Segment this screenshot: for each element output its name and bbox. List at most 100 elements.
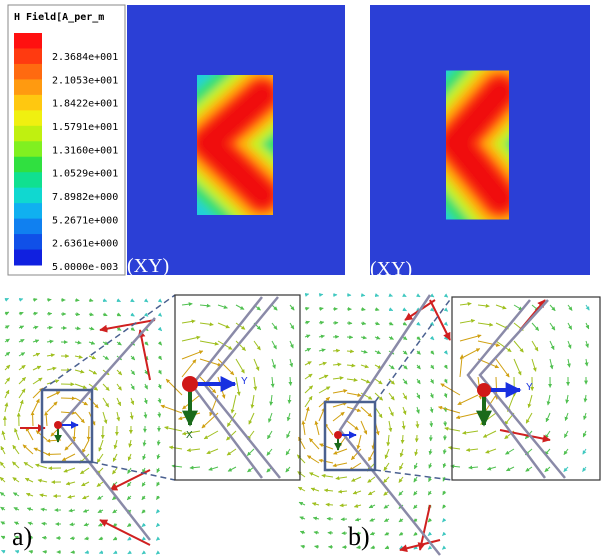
vector-arrow: [458, 395, 478, 405]
vector-arrow: [445, 393, 447, 398]
vector-arrow: [417, 337, 420, 340]
vector-arrow: [62, 454, 75, 461]
vector-arrow: [417, 379, 420, 384]
vector-arrow: [415, 449, 417, 456]
vector-arrow: [103, 314, 107, 316]
vector-arrow: [319, 308, 323, 309]
vector-arrow: [64, 468, 75, 472]
vector-arrow: [319, 375, 328, 379]
vector-arrow: [290, 359, 292, 367]
vector-arrow: [32, 412, 33, 426]
vector-arrow: [236, 359, 244, 373]
vector-arrow: [287, 431, 290, 438]
vector-arrow: [13, 445, 19, 454]
vector-arrow: [375, 309, 379, 310]
vector-arrow: [131, 314, 134, 316]
vector-arrow: [182, 337, 200, 341]
vector-arrow: [5, 352, 10, 356]
vector-arrow: [550, 359, 552, 369]
vector-arrow: [47, 355, 55, 356]
vector-arrow: [529, 395, 532, 408]
vector-arrow: [586, 359, 587, 366]
vector-arrow: [431, 337, 434, 340]
vector-arrow: [442, 547, 445, 549]
vector-arrow: [312, 503, 319, 505]
vector-arrow: [47, 327, 52, 328]
vector-arrow: [486, 449, 496, 453]
vector-arrow: [290, 377, 291, 386]
vector-arrow: [1, 507, 5, 510]
color-scale: [14, 33, 42, 266]
vector-arrow: [361, 295, 365, 296]
vector-arrow: [399, 491, 403, 495]
vector-arrow: [75, 370, 84, 372]
vector-arrow: [351, 477, 361, 481]
field-map-right: [370, 5, 590, 275]
vector-arrow: [333, 463, 347, 466]
vector-arrow: [305, 374, 312, 379]
vector-arrow: [290, 341, 293, 348]
vector-arrow: [66, 482, 75, 484]
vector-arrow: [89, 314, 94, 315]
vector-arrow: [375, 323, 380, 324]
vector-arrow: [75, 384, 87, 388]
swatch: [14, 234, 42, 250]
vector-arrow: [443, 491, 445, 495]
vector-arrow: [142, 496, 145, 500]
axis-label: Y: [526, 382, 533, 393]
swatch: [14, 33, 42, 49]
vector-arrow: [347, 393, 361, 396]
vector-arrow: [413, 505, 417, 509]
vector-arrow: [207, 449, 218, 454]
vector-arrow: [113, 538, 117, 540]
vector-arrow: [463, 431, 478, 433]
vector-arrow: [286, 449, 290, 455]
vector-arrow: [385, 449, 389, 459]
vector-arrow: [272, 341, 276, 349]
vector-arrow: [19, 365, 25, 370]
vector-arrow: [347, 379, 357, 380]
vector-arrow: [314, 532, 319, 533]
vector-arrow: [41, 509, 47, 510]
vector-arrow: [311, 488, 319, 491]
vector-arrow: [97, 496, 103, 499]
vector-arrow: [431, 379, 434, 384]
vector-arrow: [586, 341, 588, 348]
legend-value: 7.8982e+000: [52, 192, 118, 203]
vector-arrow: [131, 328, 135, 331]
panel-label: (XY): [370, 258, 412, 280]
vector-arrow: [158, 454, 159, 459]
vector-arrow: [431, 393, 433, 398]
vector-arrow: [98, 524, 103, 526]
vector-arrow: [526, 413, 532, 423]
vector-arrow: [460, 335, 481, 341]
vector-arrow: [5, 298, 9, 300]
vector-arrow: [249, 413, 254, 424]
vector-arrow: [428, 547, 431, 549]
vector-arrow: [361, 337, 367, 338]
vector-arrow: [564, 449, 568, 455]
vector-arrow: [361, 407, 372, 417]
vector-arrow: [85, 552, 89, 553]
vector-arrow: [156, 510, 159, 513]
vector-arrow: [117, 384, 121, 390]
vector-arrow: [506, 467, 514, 471]
vector-arrow: [272, 377, 273, 387]
vector-arrow: [445, 379, 447, 383]
legend-value: 5.0000e-003: [52, 262, 118, 273]
vector-arrow: [445, 337, 448, 340]
vector-arrow: [333, 378, 343, 379]
vector-arrow: [15, 428, 19, 440]
vector-arrow: [585, 395, 586, 402]
vector-arrow: [417, 365, 420, 369]
vector-arrow: [370, 533, 375, 535]
vector-arrow: [297, 455, 305, 463]
vector-arrow: [128, 454, 131, 461]
vector-arrow: [375, 337, 380, 339]
vector-arrow: [158, 440, 159, 445]
vector-arrow: [319, 349, 325, 351]
vector-arrow: [80, 468, 89, 474]
vector-arrow: [438, 407, 460, 413]
vector-arrow: [532, 323, 539, 331]
vector-arrow: [19, 353, 25, 356]
